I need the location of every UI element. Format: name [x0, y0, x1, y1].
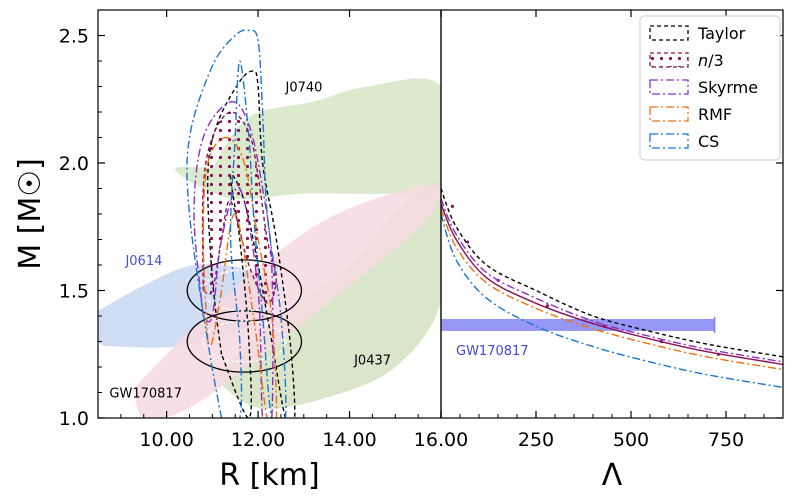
- legend-label: n/3: [698, 51, 724, 70]
- legend-label: RMF: [698, 105, 732, 124]
- right-panel: GW170817 250 500 750 Λ: [440, 9, 784, 493]
- x-axis-label-left: R [km]: [219, 458, 319, 493]
- legend-swatch: [649, 52, 689, 68]
- n3-marker: [466, 240, 470, 244]
- annotation-j0437: J0437: [353, 353, 391, 368]
- legend-label: Skyrme: [698, 78, 758, 97]
- n3-marker: [545, 304, 550, 308]
- x-tick-label-right: 500: [613, 429, 649, 451]
- legend: Taylor n/3 Skyrme RMF CS: [639, 15, 781, 161]
- gw170817-lambda-bar: [441, 318, 715, 331]
- x-tick-label-right: 250: [518, 429, 554, 451]
- n3-marker: [602, 324, 607, 328]
- n3-marker: [450, 204, 454, 208]
- legend-box: [639, 15, 781, 161]
- n3-marker: [659, 339, 664, 344]
- eos-band-skyrme: [193, 100, 274, 418]
- annotation-gw170817-left: GW170817: [109, 387, 182, 402]
- legend-label: Taylor: [697, 24, 746, 43]
- legend-label: CS: [698, 132, 719, 151]
- x-tick-label: 12.00: [231, 429, 285, 451]
- gw-contour-0: [186, 259, 303, 322]
- annotation-j0740: J0740: [285, 81, 323, 96]
- gw-contour-1: [186, 310, 303, 373]
- right-plot-area: [441, 188, 783, 389]
- y-axis-label: M [M☉]: [13, 158, 48, 270]
- lambda-curve-n3: [441, 203, 783, 366]
- n3-marker: [716, 352, 721, 356]
- y-tick-label: 2.0: [59, 153, 89, 175]
- legend-swatch: [649, 25, 689, 41]
- annotation-j0614: J0614: [124, 254, 162, 269]
- eos-band-taylor: [206, 70, 296, 418]
- lambda-curve-rmf: [441, 208, 783, 371]
- x-tick-label: 16.00: [414, 429, 468, 451]
- lambda-curve-skyrme: [441, 198, 783, 363]
- x-axis-label-right: Λ: [602, 458, 623, 493]
- x-tick-label-right: 750: [708, 429, 744, 451]
- eos-band-cs: [186, 29, 287, 418]
- lambda-curve-taylor: [441, 188, 783, 358]
- left-plot-area: [98, 29, 441, 418]
- legend-swatch: [649, 79, 689, 95]
- y-tick-label: 1.0: [59, 408, 89, 430]
- x-tick-label: 14.00: [322, 429, 376, 451]
- annotation-gw170817-right: GW170817: [456, 344, 529, 359]
- left-panel: 1.0 1.5 2.0 2.5 10.00 12.00 14.00 16.00 R [km] M …: [13, 9, 783, 493]
- lambda-curve-cs: [441, 213, 783, 389]
- gw-contour-3: [202, 320, 287, 363]
- gw-contour-2: [202, 269, 287, 312]
- legend-swatch: [649, 106, 689, 122]
- legend-swatch: [649, 133, 689, 149]
- eos-band-rmf: [202, 136, 278, 418]
- y-tick-label: 1.5: [59, 281, 89, 303]
- x-tick-label: 10.00: [139, 429, 193, 451]
- y-tick-label: 2.5: [59, 26, 89, 48]
